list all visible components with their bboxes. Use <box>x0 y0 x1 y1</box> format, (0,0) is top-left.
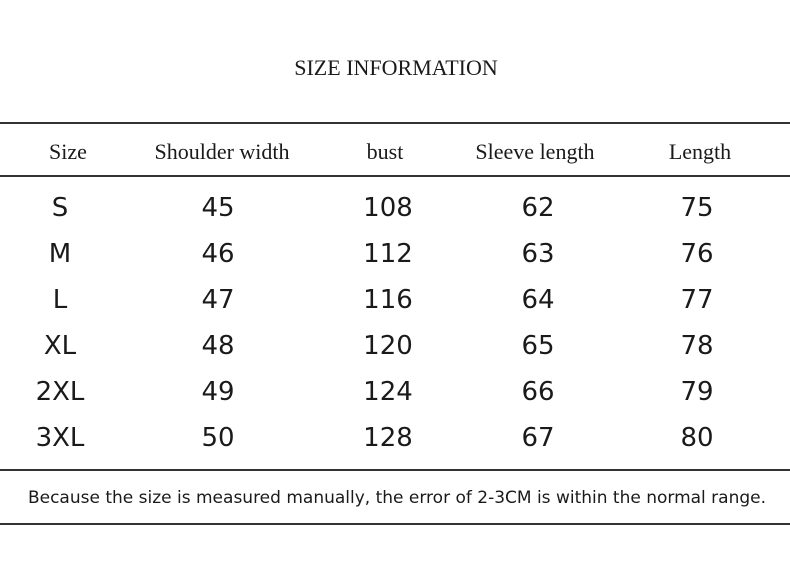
header-cell: Shoulder width <box>154 139 290 164</box>
cell: 78 <box>680 331 714 361</box>
cell: 116 <box>363 285 413 315</box>
cell: 108 <box>363 193 413 223</box>
cell: M <box>48 239 72 269</box>
header-cell: bust <box>366 139 404 164</box>
cell: 128 <box>363 423 413 453</box>
cell: 79 <box>680 377 714 407</box>
cell: 120 <box>363 331 413 361</box>
cell: 76 <box>680 239 714 269</box>
cell: 65 <box>521 331 555 361</box>
cell: 62 <box>521 193 555 223</box>
cell: 50 <box>201 423 235 453</box>
cell: 63 <box>521 239 555 269</box>
cell: 112 <box>363 239 413 269</box>
title: SIZE INFORMATION <box>294 55 498 80</box>
header-cell: Size <box>49 139 87 164</box>
cell: L <box>52 285 68 315</box>
cell: 67 <box>521 423 555 453</box>
rule <box>0 122 790 124</box>
cell: 3XL <box>35 423 85 453</box>
header-cell: Length <box>668 139 732 164</box>
rule <box>0 523 790 525</box>
cell: 77 <box>680 285 714 315</box>
cell: 124 <box>363 377 413 407</box>
rule <box>0 469 790 471</box>
cell: 75 <box>680 193 714 223</box>
cell: XL <box>43 331 77 361</box>
rule <box>0 175 790 177</box>
cell: 47 <box>201 285 235 315</box>
cell: 45 <box>201 193 235 223</box>
note: Because the size is measured manually, t… <box>27 488 767 508</box>
cell: 46 <box>201 239 235 269</box>
cell: 66 <box>521 377 555 407</box>
cell: 48 <box>201 331 235 361</box>
cell: 64 <box>521 285 555 315</box>
cell: S <box>51 193 69 223</box>
cell: 49 <box>201 377 235 407</box>
cell: 2XL <box>35 377 85 407</box>
cell: 80 <box>680 423 714 453</box>
header-cell: Sleeve length <box>475 139 595 164</box>
